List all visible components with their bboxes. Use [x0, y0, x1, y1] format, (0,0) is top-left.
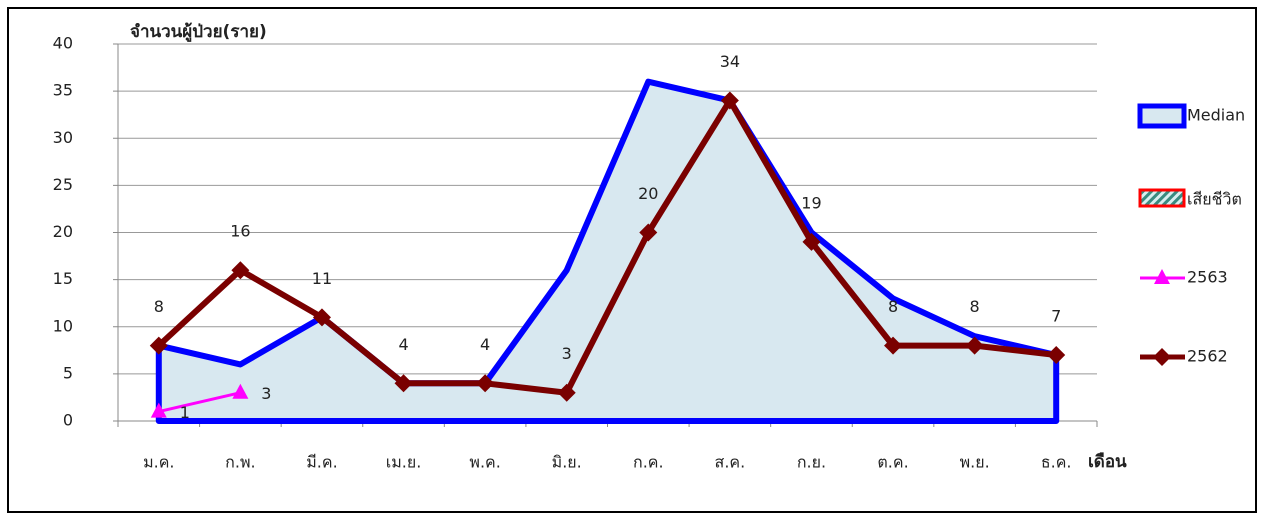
y-tick-label: 40 [53, 34, 73, 53]
x-tick-label: พ.ย. [960, 453, 990, 472]
x-axis-title: เดือน [1088, 451, 1127, 472]
y-axis-title: จำนวนผู้ป่วย(ราย) [130, 22, 267, 43]
data-label: 16 [230, 222, 250, 241]
legend-marker [1153, 348, 1171, 366]
point [720, 91, 739, 110]
x-tick-label: ก.พ. [225, 453, 255, 472]
data-label: 1 [180, 403, 190, 422]
data-label: 8 [154, 297, 164, 316]
point [150, 402, 167, 418]
data-label: 8 [970, 297, 980, 316]
point [231, 261, 250, 280]
data-label: 8 [888, 297, 898, 316]
x-tick-label: ต.ค. [877, 453, 908, 472]
point [232, 383, 249, 399]
point [802, 232, 821, 251]
y-tick-label: 15 [53, 269, 73, 288]
line [158, 391, 241, 414]
y-tick-label: 5 [63, 363, 73, 382]
y-tick-label: 20 [53, 222, 73, 241]
point [965, 336, 984, 355]
data-label: 4 [480, 335, 490, 354]
point [1047, 346, 1066, 365]
point [476, 374, 495, 393]
x-tick-label: มิ.ย. [552, 453, 582, 472]
x-tick-label: เม.ย. [386, 453, 422, 472]
data-label: 3 [562, 344, 572, 363]
legend-label: Median [1187, 106, 1245, 125]
point [312, 308, 331, 327]
y-tick-label: 10 [53, 316, 73, 335]
line [156, 97, 1057, 396]
x-tick-label: ส.ค. [715, 453, 746, 472]
x-tick-label: ก.ค. [633, 453, 664, 472]
legend-label: เสียชีวิต [1187, 190, 1242, 209]
area [155, 78, 1060, 424]
y-tick-label: 25 [53, 175, 73, 194]
data-label: 4 [398, 335, 408, 354]
y-tick-label: 0 [63, 411, 73, 430]
point [557, 383, 576, 402]
legend-swatch [1138, 188, 1186, 208]
data-label: 34 [720, 52, 740, 71]
data-label: 20 [638, 184, 658, 203]
x-tick-label: พ.ค. [469, 453, 500, 472]
legend-marker [1154, 269, 1170, 284]
point [884, 336, 903, 355]
point [394, 374, 413, 393]
legend-swatch [1137, 103, 1187, 129]
x-tick-label: ก.ย. [797, 453, 826, 472]
data-label: 11 [312, 269, 332, 288]
y-tick-label: 30 [53, 128, 73, 147]
point [639, 223, 658, 242]
point [149, 336, 168, 355]
legend-label: 2563 [1187, 268, 1228, 287]
data-label: 3 [261, 384, 271, 403]
y-tick-label: 35 [53, 81, 73, 100]
x-tick-label: มี.ค. [306, 453, 337, 472]
x-tick-label: ธ.ค. [1041, 453, 1072, 472]
legend-label: 2562 [1187, 347, 1228, 366]
data-label: 19 [801, 193, 821, 212]
x-tick-label: ม.ค. [143, 453, 174, 472]
data-label: 7 [1051, 307, 1061, 326]
